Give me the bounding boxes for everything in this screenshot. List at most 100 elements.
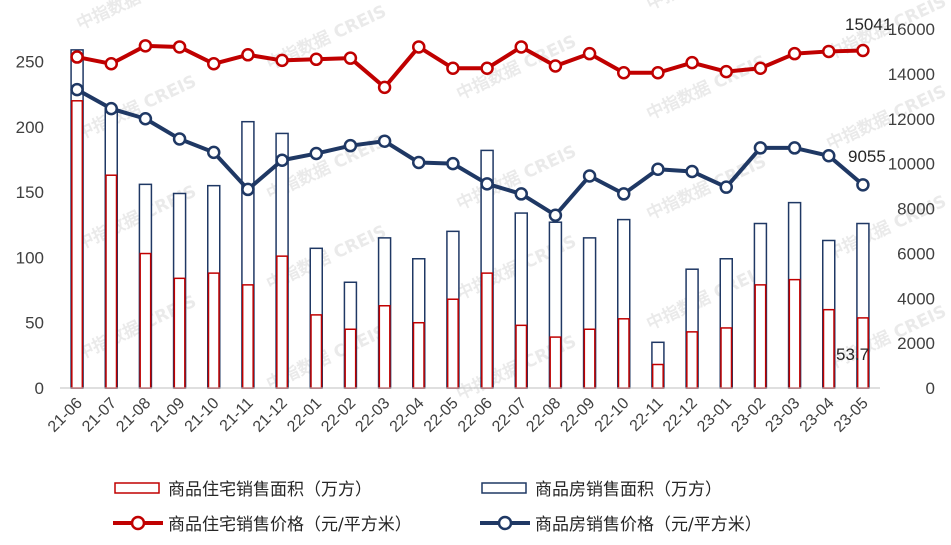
watermark-text: 中指数据 CREIS (453, 141, 579, 215)
x-tick-label: 22-03 (352, 395, 393, 436)
legend: 商品住宅销售面积（万方） 商品房销售面积（万方） 商品住宅销售价格（元/平方米） 商品… (113, 480, 762, 535)
bar-residential-area (788, 278, 801, 389)
bar-residential-area (446, 298, 459, 389)
x-tick-label: 21-12 (250, 395, 291, 436)
x-tick-label: 21-10 (182, 395, 223, 436)
point-residential-price (787, 46, 802, 61)
point-residential-price (207, 57, 221, 71)
x-tick-label: 22-01 (284, 395, 325, 436)
bar-residential-area (515, 324, 528, 389)
bar-residential-area (71, 100, 84, 389)
bar-residential-area (617, 318, 630, 389)
bar-residential-area (344, 328, 357, 389)
x-tick-label: 21-08 (113, 395, 154, 436)
point-residential-price (343, 51, 358, 65)
point-total-price (207, 145, 221, 160)
watermark-text: 中指数据 CREIS (643, 0, 769, 15)
watermark-text: 中指数据 CREIS (643, 51, 769, 125)
point-residential-price (412, 40, 426, 54)
lines-layer (70, 39, 870, 222)
point-residential-price (617, 66, 631, 80)
point-residential-price (446, 61, 460, 76)
x-tick-label: 22-08 (523, 395, 564, 436)
x-tick-label: 22-12 (660, 395, 701, 436)
x-tick-label: 22-09 (557, 395, 598, 436)
point-total-price (856, 178, 870, 192)
x-tick-label: 22-11 (627, 395, 667, 435)
x-tick-label: 23-03 (762, 395, 803, 436)
x-tick-label: 21-07 (79, 395, 120, 436)
x-tick-label: 21-11 (217, 395, 257, 435)
bar-residential-area (549, 336, 562, 389)
point-residential-price (377, 80, 392, 95)
point-total-price (412, 155, 426, 170)
right-axis-tick-label: 10000 (888, 155, 935, 174)
left-axis-tick-label: 150 (16, 183, 44, 202)
point-residential-price (582, 46, 597, 61)
left-axis-tick-label: 250 (16, 53, 44, 72)
right-axis-tick-label: 0 (926, 379, 935, 398)
data-label: 9055 (848, 147, 886, 166)
left-axis-tick-label: 200 (16, 118, 44, 137)
legend-label: 商品住宅销售面积（万方） (168, 480, 372, 500)
point-total-price (617, 187, 631, 201)
bar-residential-area (276, 255, 289, 389)
legend-swatch (114, 482, 160, 494)
point-total-price (514, 187, 528, 201)
point-total-price (753, 141, 768, 155)
bar-residential-area (412, 321, 425, 389)
point-total-price (582, 169, 597, 183)
x-axis: 21-0621-0721-0821-0921-1021-1121-1222-01… (45, 395, 872, 436)
data-label: 15041 (845, 15, 892, 34)
point-residential-price (548, 59, 563, 73)
data-label: 53.7 (836, 345, 869, 364)
legend-label: 商品住宅销售价格（元/平方米） (168, 515, 412, 535)
right-axis-tick-label: 8000 (897, 200, 935, 219)
point-residential-price (822, 44, 836, 59)
annotations-layer: 15041 9055 53.7 (836, 15, 892, 364)
legend-swatch (481, 482, 527, 494)
point-residential-price (70, 50, 84, 64)
x-tick-label: 23-04 (797, 395, 838, 436)
point-residential-price (651, 66, 665, 80)
watermark-text: 中指数据 CREIS (73, 0, 199, 35)
point-total-price (685, 164, 699, 179)
bar-residential-area (583, 328, 596, 389)
x-tick-label: 21-06 (45, 395, 86, 436)
bar-residential-area (105, 174, 118, 389)
x-tick-label: 23-02 (728, 395, 769, 436)
right-axis-tick-label: 4000 (897, 289, 935, 308)
point-total-price (343, 138, 358, 153)
point-total-price (309, 146, 323, 161)
bar-residential-area (651, 363, 664, 389)
point-residential-price (685, 55, 699, 70)
point-total-price (70, 82, 84, 97)
point-total-price (651, 162, 665, 176)
point-residential-price (275, 53, 289, 68)
bar-residential-area (241, 284, 254, 389)
left-axis: 0 50 100 150 200 250 (16, 53, 44, 398)
bar-residential-area (310, 314, 323, 389)
point-total-price (377, 134, 392, 148)
point-residential-price (138, 39, 153, 53)
right-axis-tick-label: 12000 (888, 110, 935, 129)
point-residential-price (104, 57, 118, 71)
right-axis-tick-label: 6000 (897, 244, 935, 263)
bar-residential-area (720, 327, 733, 389)
point-total-price (548, 208, 563, 222)
right-axis-tick-label: 16000 (888, 20, 935, 39)
point-residential-price (856, 43, 870, 58)
legend-marker (497, 515, 513, 531)
bar-residential-area (754, 284, 767, 389)
x-tick-label: 22-07 (489, 395, 530, 436)
point-total-price (275, 153, 289, 168)
x-tick-label: 22-10 (592, 395, 633, 436)
legend-label: 商品房销售面积（万方） (535, 480, 722, 500)
point-residential-price (514, 40, 528, 54)
bar-residential-area (686, 331, 699, 389)
right-axis-tick-label: 2000 (897, 334, 935, 353)
point-residential-price (719, 64, 733, 79)
point-total-price (241, 182, 255, 197)
bar-residential-area (173, 277, 186, 389)
point-total-price (787, 141, 802, 155)
